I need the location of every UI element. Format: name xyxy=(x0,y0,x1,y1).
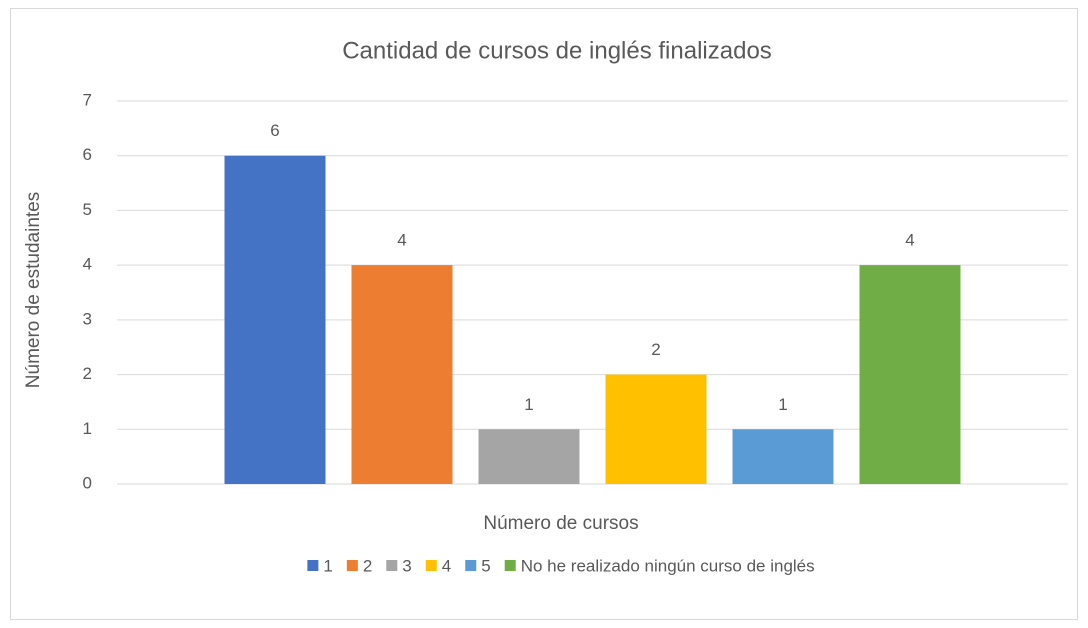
bar xyxy=(478,429,580,484)
legend-swatch xyxy=(425,560,437,571)
y-tick-label: 1 xyxy=(83,419,92,438)
legend: 1 2 3 4 5 No he realizado ningún curso de ing… xyxy=(307,556,815,575)
bar xyxy=(605,374,707,484)
legend-label: 1 xyxy=(323,556,332,575)
y-tick-label: 3 xyxy=(83,309,92,328)
chart-title: Cantidad de cursos de inglés finalizados xyxy=(342,37,772,64)
legend-swatch xyxy=(465,560,477,571)
y-tick-label: 0 xyxy=(83,473,92,492)
legend-label: 5 xyxy=(481,556,490,575)
data-label: 2 xyxy=(651,340,660,359)
y-tick-label: 4 xyxy=(83,255,92,274)
legend-swatch xyxy=(386,560,398,571)
x-axis-label: Número de cursos xyxy=(483,513,638,534)
bar xyxy=(732,429,834,484)
data-label: 4 xyxy=(397,231,406,250)
legend-label: No he realizado ningún curso de inglés xyxy=(521,556,815,575)
bar xyxy=(859,265,961,484)
data-label: 6 xyxy=(270,121,279,140)
data-label: 4 xyxy=(905,231,914,250)
legend-swatch xyxy=(504,560,516,571)
y-tick-label: 2 xyxy=(83,364,92,383)
data-label: 1 xyxy=(778,395,787,414)
legend-label: 4 xyxy=(442,556,451,575)
legend-swatch xyxy=(307,560,319,571)
data-label: 1 xyxy=(524,395,533,414)
bar xyxy=(351,265,453,484)
y-tick-label: 7 xyxy=(83,90,92,109)
y-tick-label: 5 xyxy=(83,200,92,219)
bar xyxy=(224,155,326,484)
y-tick-label: 6 xyxy=(83,145,92,164)
y-axis-label: Número de estudaintes xyxy=(23,192,44,388)
legend-label: 3 xyxy=(402,556,411,575)
legend-label: 2 xyxy=(363,556,372,575)
legend-swatch xyxy=(346,560,358,571)
